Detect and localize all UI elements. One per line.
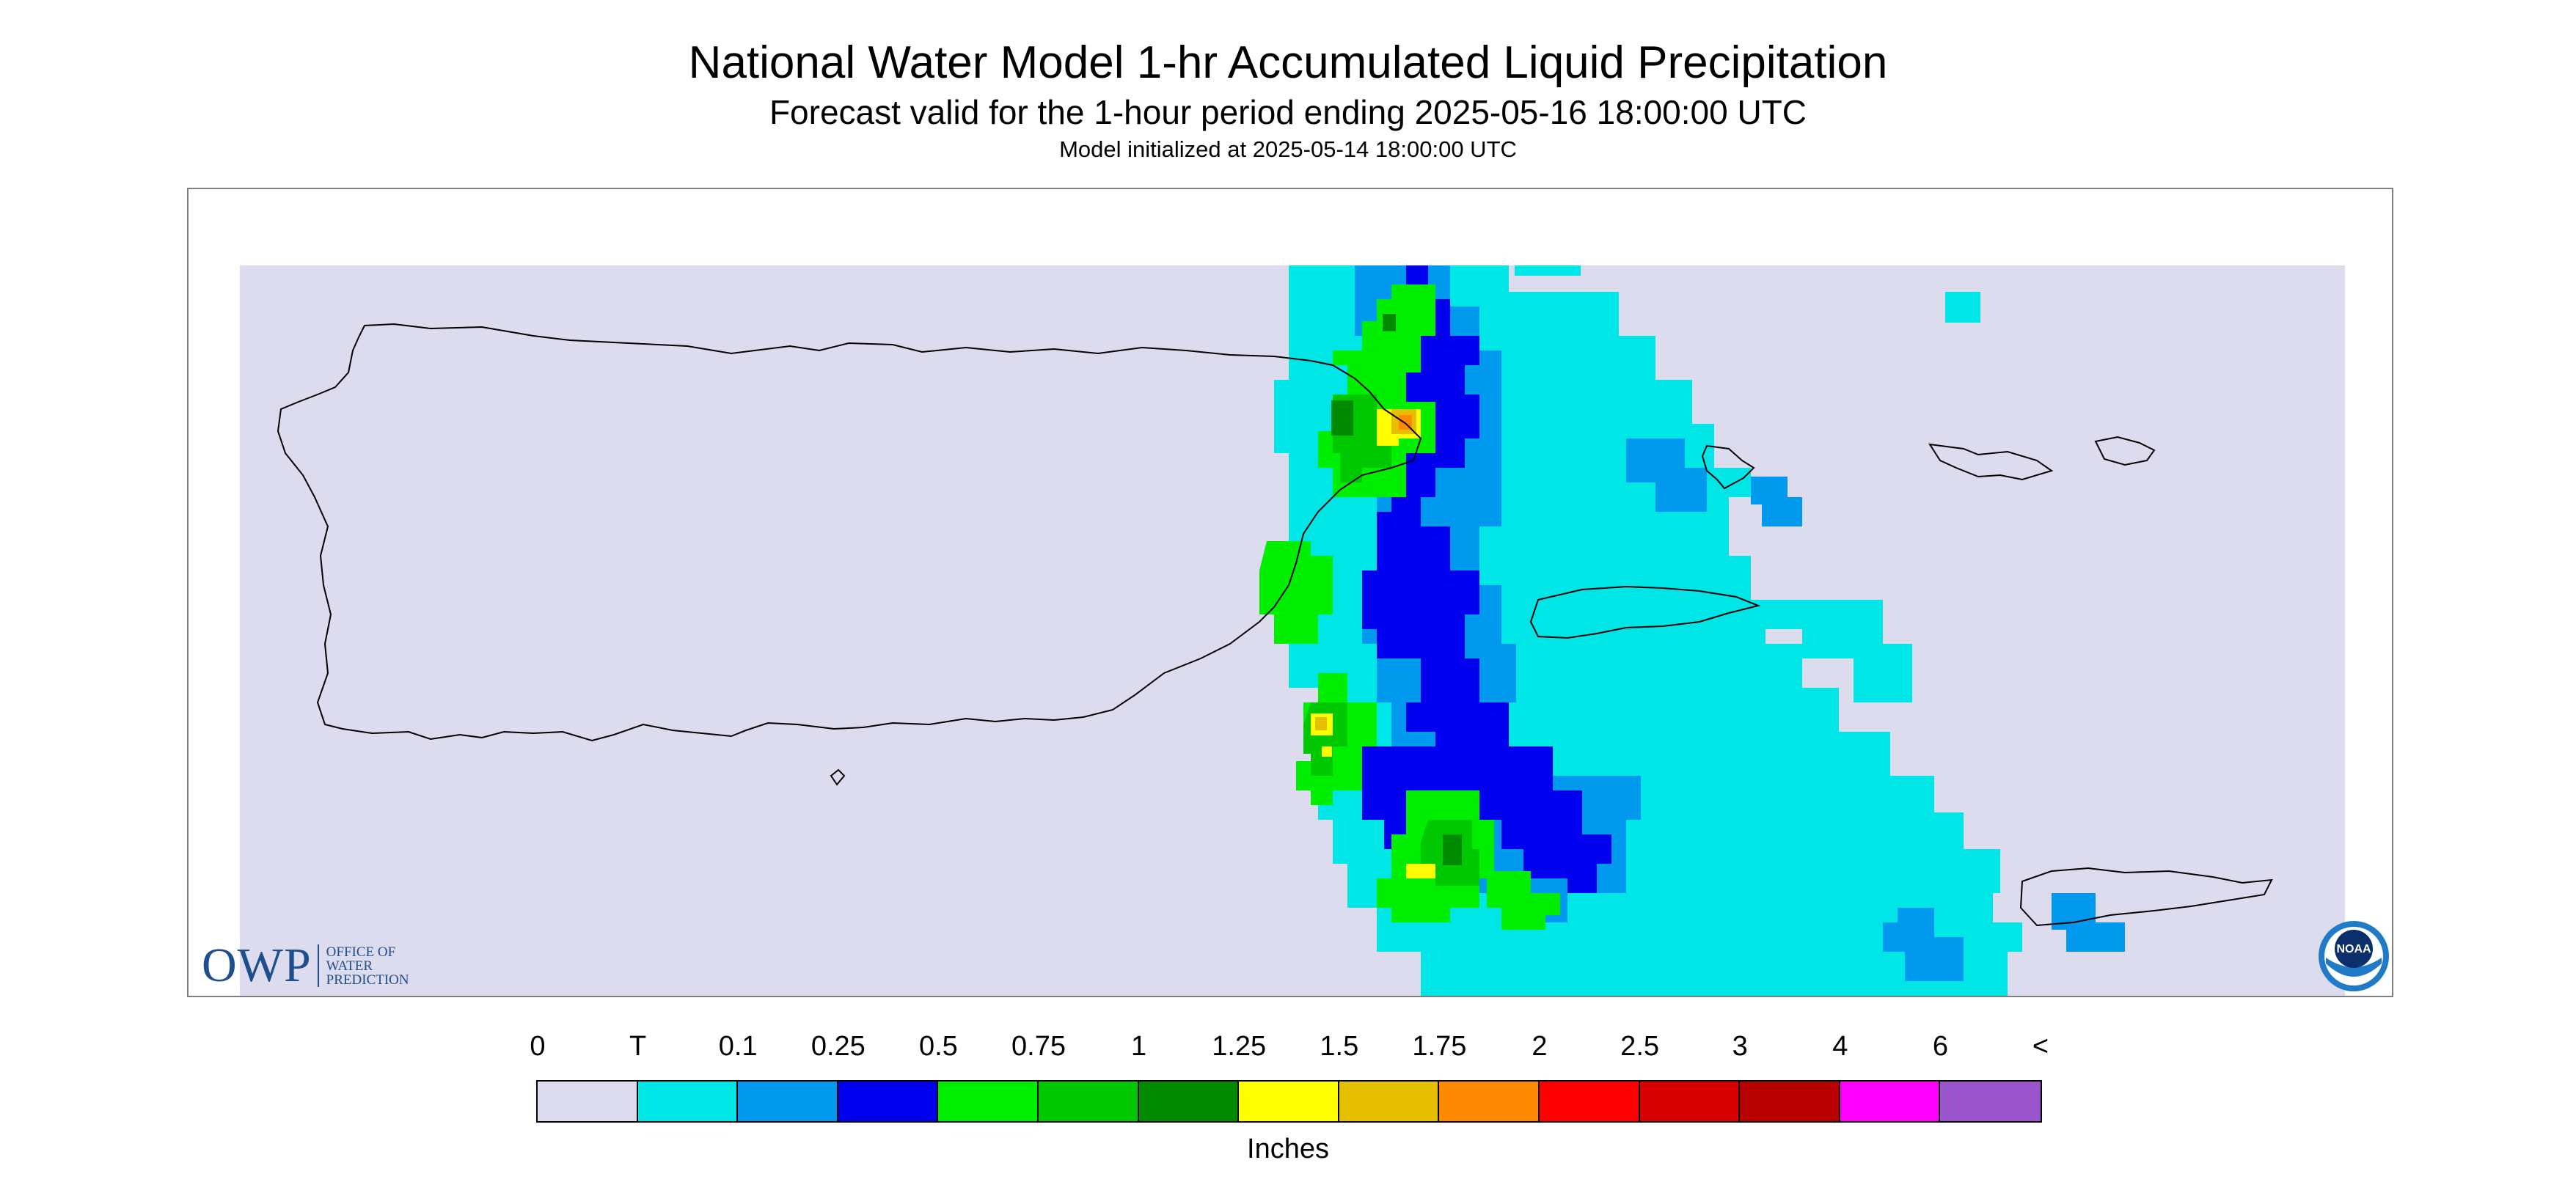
legend-swatch (1840, 1082, 1941, 1121)
precip-trace-patch (1769, 782, 1801, 837)
precip-trace-patch (1556, 306, 1587, 336)
legend-swatch (1539, 1082, 1640, 1121)
precip-0.1-ne (1751, 477, 1802, 526)
owp-sub-line: WATER (326, 958, 373, 974)
vieques-coastline (1529, 585, 1761, 639)
precipitation-map (233, 265, 2367, 996)
legend-label: 2 (1532, 1031, 1548, 1062)
owp-sub-line: OFFICE OF (326, 944, 396, 960)
legend-unit: Inches (1247, 1134, 1329, 1164)
precip-1-south (1443, 834, 1462, 865)
caja-de-muertos (830, 768, 846, 786)
precip-trace-patch (1945, 292, 1980, 323)
model-init-text: Model initialized at 2025-05-14 18:00:00… (1059, 136, 1517, 162)
legend-swatch (1740, 1082, 1840, 1121)
legend-colorbar (536, 1080, 2042, 1123)
st-thomas-coastline (1928, 443, 2054, 481)
precip-0.25-patch (1515, 795, 1541, 818)
owp-logo-subtitle: OFFICE OF WATER PREDICTION (326, 945, 409, 987)
legend-swatch (637, 1082, 739, 1121)
legend-swatch (1639, 1082, 1741, 1121)
legend-swatch (1038, 1082, 1139, 1121)
owp-logo-text: OWP (202, 939, 312, 992)
legend-swatch (738, 1082, 838, 1121)
legend-label: < (2032, 1031, 2049, 1062)
puerto-rico-coastline (277, 323, 1422, 742)
legend-label: T (629, 1031, 647, 1062)
legend-swatch (538, 1082, 638, 1121)
map-panel: OWP OFFICE OF WATER PREDICTION NOAA (187, 188, 2393, 997)
precip-1.5-center (1315, 717, 1327, 730)
precip-1-north (1383, 314, 1396, 331)
owp-sub-line: PREDICTION (326, 972, 409, 988)
legend-label: 1 (1131, 1031, 1147, 1062)
noaa-logo-text: NOAA (2336, 943, 2371, 955)
owp-logo-divider (317, 944, 319, 987)
noaa-logo: NOAA (2319, 921, 2389, 991)
precip-0.1-se (1883, 908, 1964, 981)
legend-label: 6 (1932, 1031, 1948, 1062)
legend-label: 0.25 (811, 1031, 866, 1062)
nodata-strip (2345, 265, 2367, 339)
legend-swatch (838, 1082, 939, 1121)
precip-trace-se (1824, 820, 2022, 966)
legend-swatch (1138, 1082, 1240, 1121)
legend-label: 3 (1732, 1031, 1748, 1062)
legend-swatch (1339, 1082, 1440, 1121)
legend-label: 1.5 (1320, 1031, 1359, 1062)
legend-label: 0.75 (1011, 1031, 1066, 1062)
chart-title: National Water Model 1-hr Accumulated Li… (688, 37, 1888, 88)
legend-labels: 0 T 0.1 0.25 0.5 0.75 1 1.25 1.5 1.75 2 2.5 3 4 6 < (0, 1029, 2576, 1066)
precip-1.25-patch (1322, 746, 1332, 757)
legend-label: 0.5 (918, 1031, 958, 1062)
precip-trace-east (1765, 600, 1912, 702)
legend-label: 1.75 (1412, 1031, 1467, 1062)
precip-0.1-vi (2052, 893, 2125, 952)
st-john-coastline (2094, 436, 2156, 466)
chart-subtitle: Forecast valid for the 1-hour period end… (769, 93, 1807, 131)
legend-label: 2.5 (1620, 1031, 1660, 1062)
legend-swatch (1239, 1082, 1339, 1121)
legend-label: 4 (1832, 1031, 1848, 1062)
precip-0.1-south (1567, 776, 1641, 849)
legend-swatch (938, 1082, 1039, 1121)
legend-swatch (1940, 1082, 2041, 1121)
nodata-strip (233, 265, 240, 996)
precip-0.5-east (1487, 871, 1560, 930)
culebra-coastline (1701, 444, 1755, 490)
precip-trace-patch (1515, 265, 1581, 276)
coastlines (277, 323, 2273, 927)
legend-label: 0 (530, 1031, 546, 1062)
precip-1.25-south (1406, 864, 1435, 878)
precip-1 (1331, 400, 1353, 436)
legend-label: 1.25 (1212, 1031, 1267, 1062)
owp-logo: OWP OFFICE OF WATER PREDICTION (202, 941, 409, 990)
precip-0.1-east (1626, 438, 1707, 512)
legend-label: 0.1 (718, 1031, 758, 1062)
precip-0.5-mid (1259, 541, 1333, 644)
legend-swatch (1439, 1082, 1540, 1121)
st-croix-coastline (2019, 867, 2273, 927)
